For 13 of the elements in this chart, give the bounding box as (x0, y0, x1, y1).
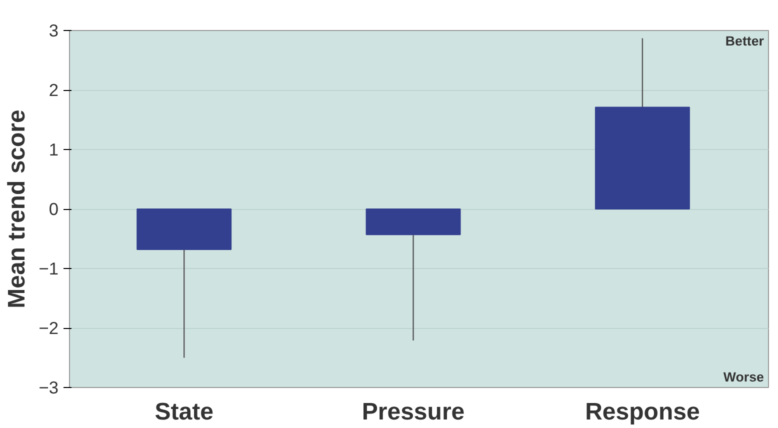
y-axis-title: Mean trend score (4, 110, 31, 308)
y-tick-label: −3 (38, 378, 59, 398)
annotation: Better (725, 34, 764, 48)
y-tick-label: 0 (48, 199, 59, 219)
y-tick-label: −1 (38, 258, 59, 278)
x-tick-label: State (154, 398, 214, 426)
y-tick-label: 1 (48, 140, 59, 160)
x-tick-label: Pressure (362, 398, 465, 426)
y-tick-label: 2 (48, 80, 59, 100)
annotation: Worse (723, 370, 764, 384)
y-tick-label: 3 (48, 20, 59, 40)
x-tick-label: Response (585, 398, 700, 426)
y-tick-label: −2 (38, 318, 59, 338)
